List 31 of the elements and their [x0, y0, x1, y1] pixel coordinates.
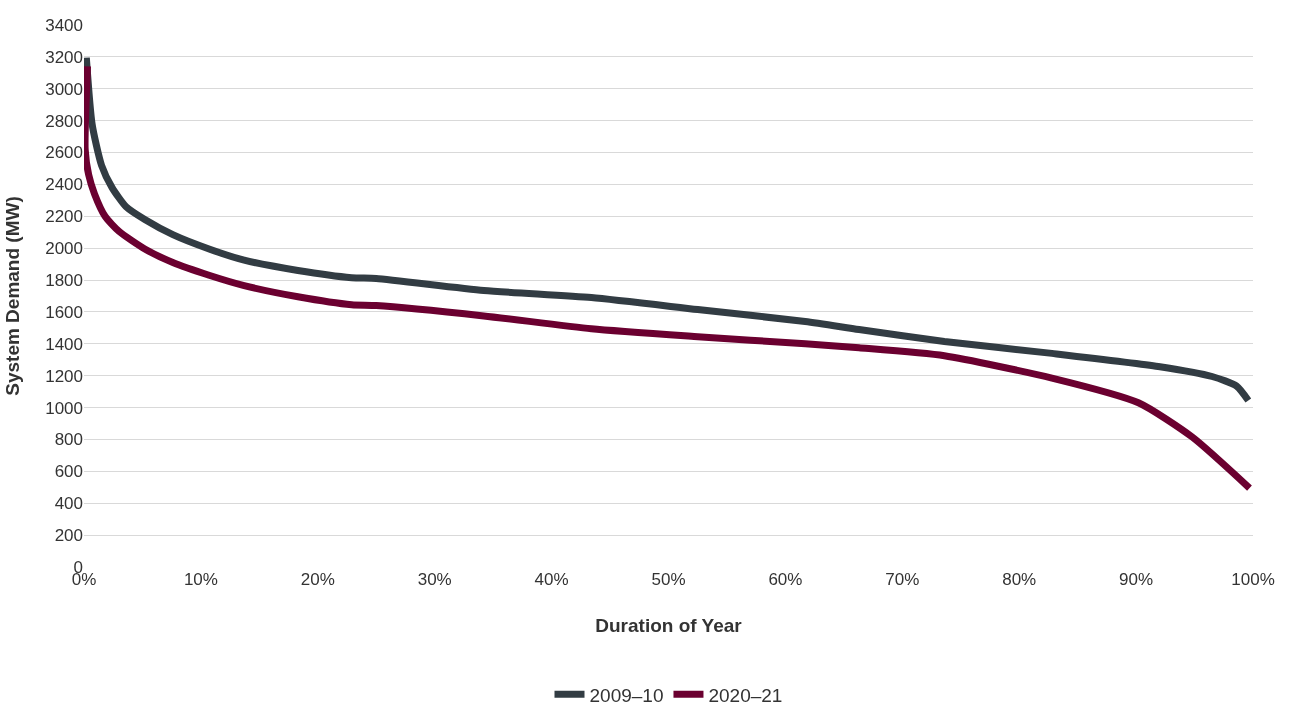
- x-tick-label: 80%: [1002, 570, 1037, 589]
- legend-label: 2009–10: [589, 684, 664, 706]
- y-tick-label: 3400: [45, 15, 83, 35]
- y-tick-label: 2600: [45, 143, 83, 163]
- y-tick-label: 1600: [45, 302, 83, 322]
- y-tick-label: 2400: [45, 175, 83, 195]
- x-tick-label: 90%: [1119, 570, 1154, 589]
- y-tick-label: 3000: [45, 79, 83, 99]
- y-tick-label: 2200: [45, 207, 83, 227]
- x-axis-title: Duration of Year: [595, 614, 743, 636]
- y-tick-label: 800: [54, 430, 83, 450]
- y-tick-label: 2800: [45, 111, 83, 131]
- x-tick-label: 70%: [885, 570, 920, 589]
- y-tick-label: 1800: [45, 271, 83, 291]
- x-tick-label: 30%: [417, 570, 452, 589]
- x-tick-label: 10%: [183, 570, 218, 589]
- y-tick-label: 2000: [45, 239, 83, 259]
- x-tick-label: 60%: [768, 570, 803, 589]
- y-tick-label: 400: [54, 494, 83, 514]
- y-tick-label: 1400: [45, 334, 83, 354]
- y-axis-title: System Demand (MW): [2, 196, 24, 396]
- x-tick-label: 40%: [534, 570, 569, 589]
- x-tick-label: 50%: [651, 570, 686, 589]
- x-tick-label: 20%: [300, 570, 335, 589]
- y-tick-label: 1200: [45, 366, 83, 386]
- y-tick-label: 200: [54, 526, 83, 546]
- y-tick-label: 3200: [45, 47, 83, 67]
- y-tick-label: 1000: [45, 398, 83, 418]
- y-tick-label: 600: [54, 462, 83, 482]
- x-tick-label: 100%: [1231, 570, 1275, 589]
- legend-label: 2020–21: [708, 684, 783, 706]
